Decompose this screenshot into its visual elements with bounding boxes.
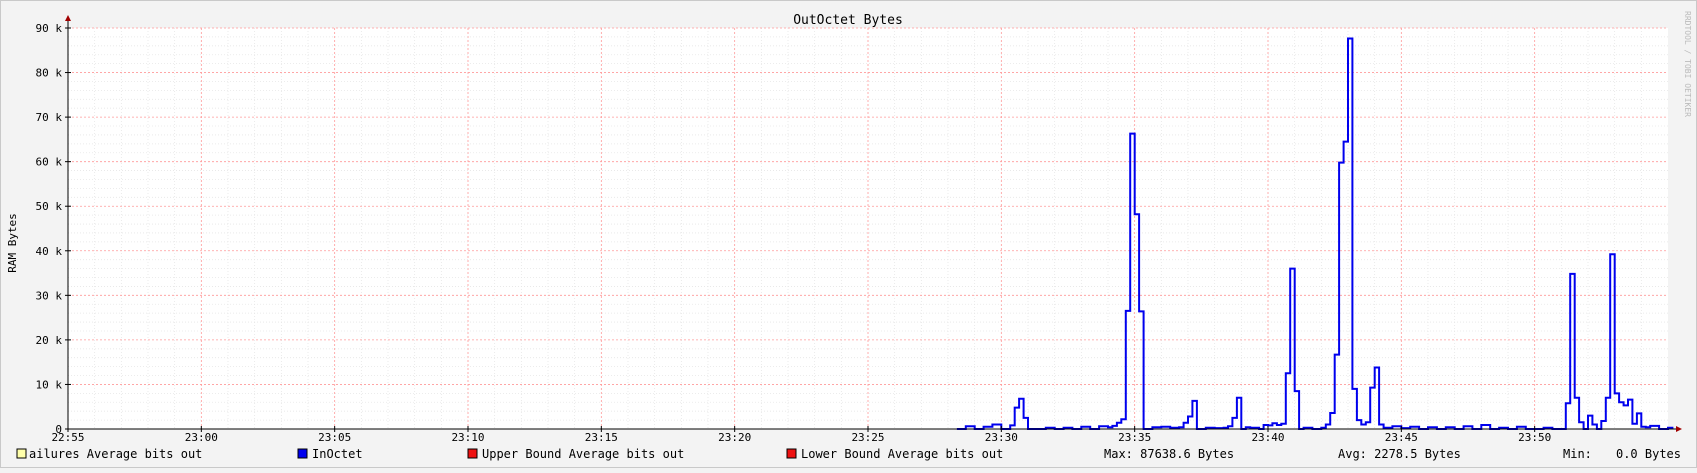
- x-axis-arrow: [1676, 426, 1682, 432]
- x-tick-label: 23:30: [985, 431, 1018, 444]
- y-tick-label: 80 k: [36, 67, 63, 80]
- x-tick-label: 23:15: [585, 431, 618, 444]
- x-tick-label: 23:35: [1118, 431, 1151, 444]
- x-tick-labels: 22:55 23:00 23:05 23:10 23:15 23:20 23:25 23:30…: [51, 431, 1551, 444]
- x-tick-label: 22:55: [51, 431, 84, 444]
- legend-swatch-failures: [16, 448, 27, 459]
- stat-min-label: Min:: [1563, 447, 1592, 461]
- statistics: Max: 87638.6 Bytes Avg: 2278.5 Bytes Min…: [1104, 447, 1681, 461]
- grid: [68, 27, 1668, 429]
- y-tick-label: 50 k: [36, 200, 63, 213]
- legend-label-lower-bound: Lower Bound Average bits out: [801, 447, 1003, 461]
- y-axis-arrow: [65, 15, 71, 21]
- legend-swatch-lower-bound: [786, 448, 797, 459]
- legend-label-upper-bound: Upper Bound Average bits out: [482, 447, 684, 461]
- x-tick-label: 23:00: [185, 431, 218, 444]
- x-tick-label: 23:40: [1251, 431, 1284, 444]
- legend-label-inoctet: InOctet: [312, 447, 363, 461]
- stat-max: Max: 87638.6 Bytes: [1104, 447, 1234, 461]
- stat-avg: Avg: 2278.5 Bytes: [1338, 447, 1461, 461]
- y-axis-label: RAM Bytes: [6, 213, 19, 273]
- y-tick-label: 70 k: [36, 111, 63, 124]
- y-tick-label: 0: [55, 423, 62, 436]
- y-tick-label: 60 k: [36, 156, 63, 169]
- x-tick-label: 23:25: [851, 431, 884, 444]
- y-tick-label: 30 k: [36, 289, 63, 302]
- x-tick-label: 23:10: [451, 431, 484, 444]
- y-tick-labels: 0 10 k 20 k 30 k 40 k 50 k 60 k 70 k 80 k 90 k: [36, 22, 63, 436]
- x-tick-label: 23:20: [718, 431, 751, 444]
- x-tick-label: 23:45: [1385, 431, 1418, 444]
- legend-swatch-upper-bound: [467, 448, 478, 459]
- legend-swatch-inoctet: [297, 448, 308, 459]
- y-tick-label: 90 k: [36, 22, 63, 35]
- chart-title: OutOctet Bytes: [793, 13, 903, 28]
- y-tick-label: 20 k: [36, 334, 63, 347]
- legend-label-failures: ailures Average bits out: [29, 447, 202, 461]
- y-tick-label: 40 k: [36, 245, 63, 258]
- y-tick-label: 10 k: [36, 378, 63, 391]
- x-tick-label: 23:50: [1518, 431, 1551, 444]
- x-tick-label: 23:05: [318, 431, 351, 444]
- stat-min-value: 0.0 Bytes: [1616, 447, 1681, 461]
- axes: [65, 15, 1682, 432]
- watermark: RRDTOOL / TOBI OETIKER: [1683, 11, 1692, 117]
- legend: ailures Average bits out InOctet Upper B…: [16, 447, 1003, 461]
